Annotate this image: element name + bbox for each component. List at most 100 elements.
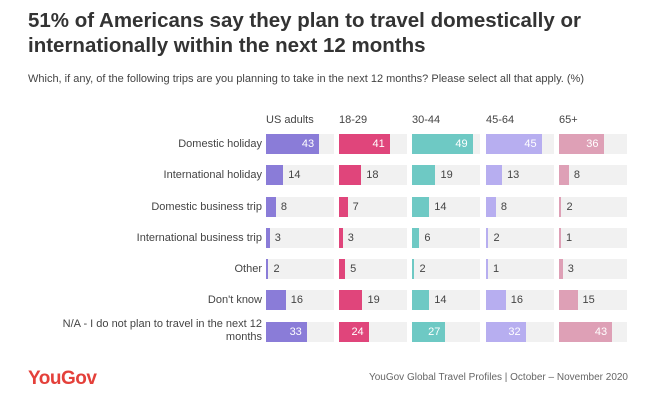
data-label: 3	[347, 232, 354, 244]
bar	[266, 134, 320, 154]
data-label: 41	[372, 138, 385, 150]
column-header: 45-64	[486, 114, 515, 126]
data-label: 36	[586, 138, 599, 150]
bar	[486, 134, 542, 154]
data-label: 16	[510, 294, 524, 306]
category-label: Other	[234, 263, 262, 275]
data-label: 49	[455, 138, 468, 150]
data-label: 14	[434, 294, 447, 306]
bar-track: 2	[266, 259, 334, 279]
bar	[559, 134, 604, 154]
bar	[339, 290, 363, 310]
data-label: 2	[493, 232, 500, 244]
bar	[339, 259, 346, 279]
data-label: 43	[594, 326, 608, 338]
data-label: 32	[508, 326, 521, 338]
bar-track: 15	[559, 290, 627, 310]
data-label: 6	[424, 232, 431, 244]
bar	[559, 228, 561, 248]
bar-track: 3	[266, 228, 334, 248]
data-label: 2	[566, 201, 573, 213]
bar	[412, 165, 436, 185]
bar	[339, 165, 362, 185]
data-label: 3	[567, 263, 574, 275]
data-label: 27	[428, 326, 441, 338]
bar-track: 1	[559, 228, 627, 248]
data-label: 18	[366, 169, 379, 181]
data-label: 15	[582, 294, 595, 306]
bar-track: 43	[559, 322, 627, 342]
bar	[412, 290, 430, 310]
data-label: 19	[440, 169, 453, 181]
data-label: 8	[500, 201, 508, 213]
bar-track: 13	[486, 165, 554, 185]
bar-track: 19	[412, 165, 480, 185]
source-note: YouGov Global Travel Profiles | October …	[368, 372, 628, 383]
data-label: 24	[351, 326, 364, 338]
bar-track: 32	[486, 322, 554, 342]
bar	[412, 134, 473, 154]
column-header: 65+	[559, 114, 578, 126]
bar	[266, 197, 276, 217]
bar-track: 43	[266, 134, 334, 154]
bar-track: 8	[559, 165, 627, 185]
bar-track: 45	[486, 134, 554, 154]
bar	[486, 290, 506, 310]
bar-track: 14	[266, 165, 334, 185]
bar	[266, 259, 269, 279]
bar	[412, 228, 420, 248]
data-label: 5	[350, 263, 357, 275]
category-label: Domestic business trip	[151, 201, 262, 213]
bar-track: 33	[266, 322, 334, 342]
bar	[266, 165, 284, 185]
bar	[559, 322, 613, 342]
bar	[486, 165, 503, 185]
bar	[486, 228, 489, 248]
category-label: Don't know	[207, 294, 262, 306]
data-label: 16	[290, 294, 304, 306]
bar-track: 2	[486, 228, 554, 248]
bar	[412, 259, 415, 279]
bar	[486, 259, 488, 279]
bar-track: 18	[339, 165, 407, 185]
category-label: International holiday	[163, 169, 262, 181]
yougov-logo: YouGov	[28, 368, 97, 389]
bar	[339, 134, 390, 154]
bar-track: 14	[412, 290, 480, 310]
data-label: 3	[274, 232, 281, 244]
bar	[412, 322, 446, 342]
bar	[559, 259, 563, 279]
data-label: 8	[280, 201, 288, 213]
bar	[266, 322, 307, 342]
column-header: 18-29	[339, 114, 368, 126]
bar-track: 1	[486, 259, 554, 279]
bar-track: 14	[412, 197, 480, 217]
data-label: 8	[573, 169, 581, 181]
data-label: 1	[566, 232, 573, 244]
bar	[559, 165, 569, 185]
bar	[486, 322, 526, 342]
bar-track: 36	[559, 134, 627, 154]
category-label: N/A - I do not plan to travel in the nex…	[62, 318, 262, 343]
data-label: 14	[434, 201, 447, 213]
data-label: 7	[352, 201, 359, 213]
bar-track: 16	[266, 290, 334, 310]
bar-track: 7	[339, 197, 407, 217]
bar-track: 19	[339, 290, 407, 310]
data-label: 2	[273, 263, 280, 275]
bar-track: 2	[412, 259, 480, 279]
bar-track: 49	[412, 134, 480, 154]
bar	[339, 228, 343, 248]
bar	[339, 197, 348, 217]
bar	[559, 290, 578, 310]
bar	[486, 197, 496, 217]
bar-track: 41	[339, 134, 407, 154]
column-header: US adults	[266, 114, 314, 126]
bar-track: 8	[266, 197, 334, 217]
bar-track: 16	[486, 290, 554, 310]
column-header: 30-44	[412, 114, 441, 126]
bar-track: 27	[412, 322, 480, 342]
bar	[412, 197, 430, 217]
category-label: Domestic holiday	[178, 138, 262, 150]
data-label: 13	[507, 169, 520, 181]
